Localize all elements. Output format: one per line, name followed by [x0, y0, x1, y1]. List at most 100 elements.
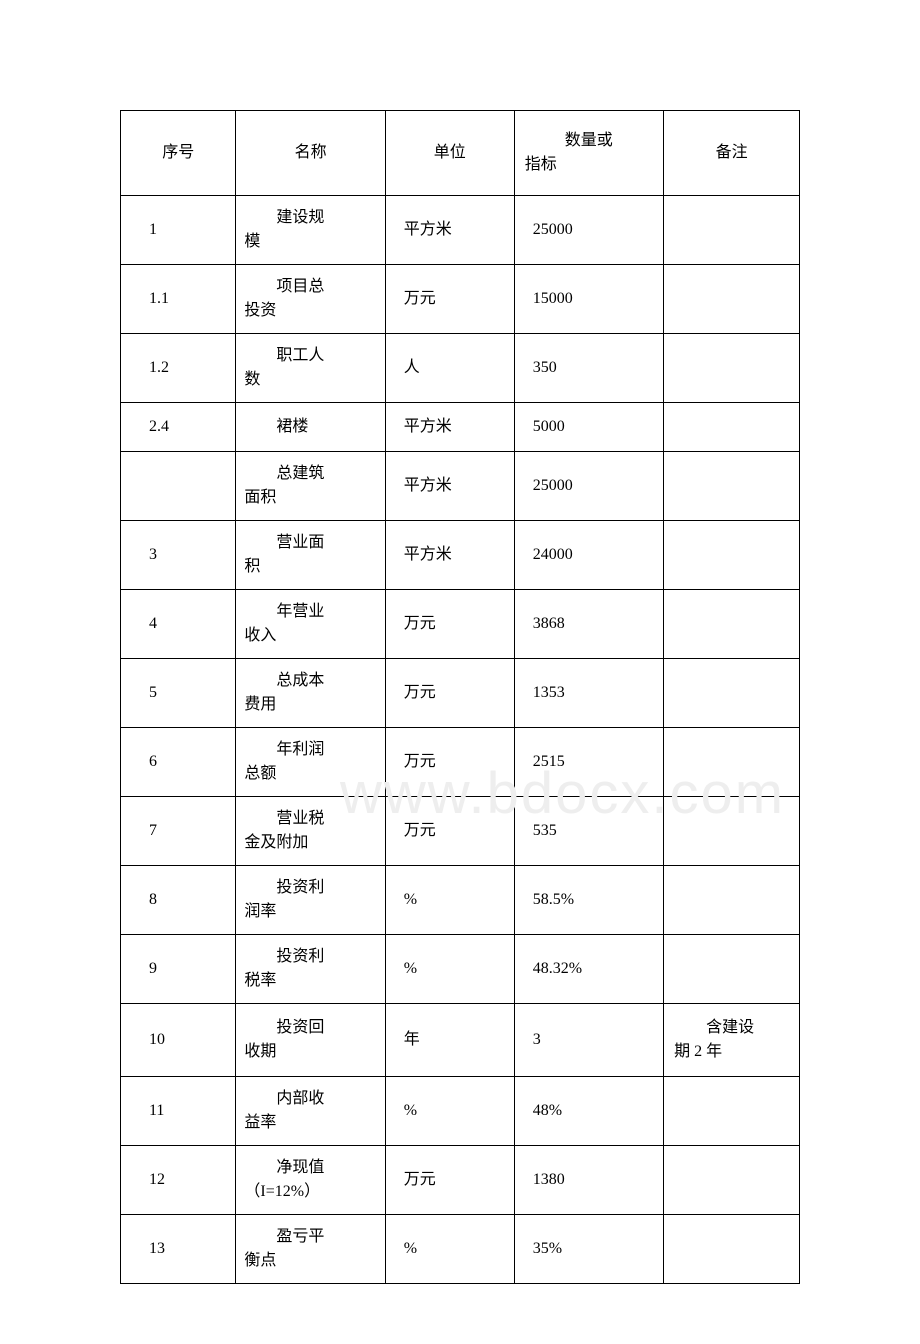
cell-name: 投资利税率 — [236, 935, 385, 1004]
table-row: 4年营业收入万元3868 — [121, 590, 800, 659]
header-note: 备注 — [664, 111, 800, 196]
cell-qty: 48% — [514, 1077, 663, 1146]
cell-name: 投资回收期 — [236, 1004, 385, 1077]
cell-note — [664, 866, 800, 935]
header-qty-line2: 指标 — [525, 153, 653, 177]
cell-note — [664, 728, 800, 797]
table-row: 9投资利税率%48.32% — [121, 935, 800, 1004]
cell-seq: 3 — [121, 521, 236, 590]
cell-seq: 1.1 — [121, 265, 236, 334]
cell-seq: 7 — [121, 797, 236, 866]
cell-seq: 11 — [121, 1077, 236, 1146]
cell-qty: 535 — [514, 797, 663, 866]
cell-seq: 10 — [121, 1004, 236, 1077]
cell-qty: 35% — [514, 1215, 663, 1284]
table-row: 11内部收益率%48% — [121, 1077, 800, 1146]
cell-seq: 1 — [121, 196, 236, 265]
cell-seq — [121, 452, 236, 521]
cell-name: 职工人数 — [236, 334, 385, 403]
cell-qty: 25000 — [514, 452, 663, 521]
cell-name: 投资利润率 — [236, 866, 385, 935]
cell-name: 项目总投资 — [236, 265, 385, 334]
cell-qty: 48.32% — [514, 935, 663, 1004]
table-row: 1建设规模平方米25000 — [121, 196, 800, 265]
cell-seq: 8 — [121, 866, 236, 935]
cell-unit: 平方米 — [385, 521, 514, 590]
cell-qty: 15000 — [514, 265, 663, 334]
cell-note — [664, 797, 800, 866]
economic-indicators-table: 序号 名称 单位 数量或 指标 备注 1建设规模平方米250001.1项目总投资… — [120, 110, 800, 1284]
cell-name: 年利润总额 — [236, 728, 385, 797]
cell-qty: 1353 — [514, 659, 663, 728]
cell-unit: 平方米 — [385, 403, 514, 452]
cell-qty: 3 — [514, 1004, 663, 1077]
cell-note — [664, 1077, 800, 1146]
cell-unit: 平方米 — [385, 196, 514, 265]
cell-unit: 万元 — [385, 1146, 514, 1215]
table-header-row: 序号 名称 单位 数量或 指标 备注 — [121, 111, 800, 196]
cell-note — [664, 1146, 800, 1215]
table-row: 6年利润总额万元2515 — [121, 728, 800, 797]
cell-seq: 2.4 — [121, 403, 236, 452]
cell-qty: 58.5% — [514, 866, 663, 935]
cell-name: 盈亏平衡点 — [236, 1215, 385, 1284]
cell-note — [664, 452, 800, 521]
cell-name: 总建筑面积 — [236, 452, 385, 521]
cell-unit: 万元 — [385, 728, 514, 797]
table-row: 12净现值（I=12%）万元1380 — [121, 1146, 800, 1215]
cell-name: 内部收益率 — [236, 1077, 385, 1146]
cell-unit: % — [385, 935, 514, 1004]
cell-seq: 4 — [121, 590, 236, 659]
cell-note — [664, 265, 800, 334]
cell-note — [664, 334, 800, 403]
cell-note — [664, 659, 800, 728]
cell-name: 净现值（I=12%） — [236, 1146, 385, 1215]
cell-unit: 年 — [385, 1004, 514, 1077]
cell-name: 营业面积 — [236, 521, 385, 590]
table-row: 10投资回收期年3含建设期 2 年 — [121, 1004, 800, 1077]
cell-note — [664, 935, 800, 1004]
cell-seq: 9 — [121, 935, 236, 1004]
cell-seq: 6 — [121, 728, 236, 797]
cell-unit: 人 — [385, 334, 514, 403]
table-row: 8投资利润率%58.5% — [121, 866, 800, 935]
table-row: 1.2职工人数人350 — [121, 334, 800, 403]
cell-seq: 13 — [121, 1215, 236, 1284]
cell-qty: 25000 — [514, 196, 663, 265]
header-unit: 单位 — [385, 111, 514, 196]
cell-note — [664, 196, 800, 265]
cell-qty: 3868 — [514, 590, 663, 659]
cell-unit: % — [385, 1215, 514, 1284]
cell-note — [664, 403, 800, 452]
cell-qty: 24000 — [514, 521, 663, 590]
table-row: 5总成本费用万元1353 — [121, 659, 800, 728]
table-row: 13盈亏平衡点%35% — [121, 1215, 800, 1284]
table-row: 7营业税金及附加万元535 — [121, 797, 800, 866]
cell-name: 裙楼 — [236, 403, 385, 452]
cell-qty: 350 — [514, 334, 663, 403]
cell-name: 营业税金及附加 — [236, 797, 385, 866]
cell-qty: 1380 — [514, 1146, 663, 1215]
header-qty: 数量或 指标 — [514, 111, 663, 196]
data-table-container: www.bdocx.com 序号 名称 单位 数量或 指标 备注 1建设规模平方… — [120, 110, 800, 1284]
header-name: 名称 — [236, 111, 385, 196]
cell-seq: 12 — [121, 1146, 236, 1215]
cell-note — [664, 1215, 800, 1284]
cell-note: 含建设期 2 年 — [664, 1004, 800, 1077]
table-row: 2.4裙楼平方米5000 — [121, 403, 800, 452]
cell-name: 建设规模 — [236, 196, 385, 265]
cell-unit: % — [385, 866, 514, 935]
cell-name: 年营业收入 — [236, 590, 385, 659]
cell-unit: 万元 — [385, 265, 514, 334]
cell-note — [664, 521, 800, 590]
cell-unit: % — [385, 1077, 514, 1146]
table-row: 3营业面积平方米24000 — [121, 521, 800, 590]
cell-note — [664, 590, 800, 659]
cell-qty: 2515 — [514, 728, 663, 797]
cell-unit: 万元 — [385, 797, 514, 866]
cell-unit: 万元 — [385, 590, 514, 659]
cell-unit: 平方米 — [385, 452, 514, 521]
table-row: 1.1项目总投资万元15000 — [121, 265, 800, 334]
cell-name: 总成本费用 — [236, 659, 385, 728]
header-qty-line1: 数量或 — [525, 129, 653, 153]
